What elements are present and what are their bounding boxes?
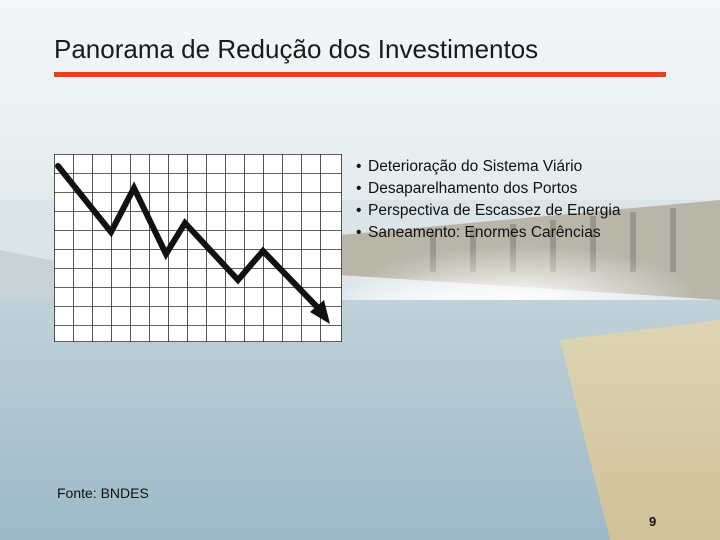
page-number: 9 xyxy=(649,514,657,529)
title-underline xyxy=(54,72,666,77)
slide-title: Panorama de Redução dos Investimentos xyxy=(54,34,539,64)
source-note: Fonte: BNDES xyxy=(57,485,149,501)
declining-trend-chart-icon xyxy=(54,154,342,342)
bullet-dot-icon: • xyxy=(356,180,362,197)
bullet-dot-icon: • xyxy=(356,202,362,219)
bullet-item: • Deterioração do Sistema Viário xyxy=(356,156,620,178)
bullet-item: • Perspectiva de Escassez de Energia xyxy=(356,200,620,222)
bullet-dot-icon: • xyxy=(356,158,362,175)
bullet-list: • Deterioração do Sistema Viário • Desapar… xyxy=(356,156,620,244)
bullet-item: • Desaparelhamento dos Portos xyxy=(356,178,620,200)
bullet-item: • Saneamento: Enormes Carências xyxy=(356,222,620,244)
bullet-dot-icon: • xyxy=(356,224,362,241)
